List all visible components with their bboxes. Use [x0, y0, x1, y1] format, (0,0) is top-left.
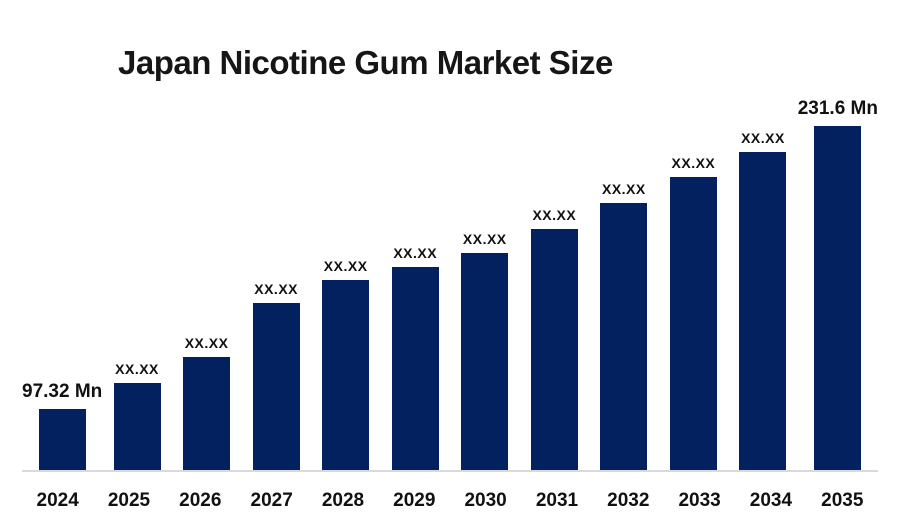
- bar-2033: [669, 177, 717, 470]
- bar-2029: [391, 267, 439, 470]
- x-axis-label-2025: 2025: [107, 490, 151, 511]
- x-axis-label-2032: 2032: [607, 490, 650, 511]
- bar-2031: [530, 229, 578, 470]
- x-axis-label-2024: 2024: [36, 490, 79, 511]
- x-axis-label-2034: 2034: [749, 490, 793, 511]
- bar-value-label-2031: XX.XX: [532, 207, 577, 223]
- chart-title: Japan Nicotine Gum Market Size: [118, 44, 613, 81]
- bar-2027: [252, 303, 300, 470]
- bar-2035: [814, 126, 862, 470]
- bar-value-label-2026: XX.XX: [184, 335, 229, 351]
- bar-value-label-2028: XX.XX: [323, 258, 368, 274]
- bar-column-2026: XX.XX: [172, 53, 242, 470]
- bar-column-2030: XX.XX: [450, 53, 520, 470]
- bar-column-2028: XX.XX: [311, 53, 381, 470]
- bar-value-label-2032: XX.XX: [601, 181, 646, 197]
- x-axis-label-2031: 2031: [535, 490, 579, 511]
- x-axis-label-2026: 2026: [179, 490, 222, 511]
- bar-2024: [38, 409, 86, 470]
- bar-value-label-2024: 97.32 Mn: [22, 381, 103, 402]
- bar-column-2031: XX.XX: [520, 53, 590, 470]
- x-axis-label-2027: 2027: [250, 490, 293, 511]
- bar-value-label-2030: XX.XX: [462, 231, 507, 247]
- bar-column-2033: XX.XX: [659, 53, 729, 470]
- x-axis-label-2028: 2028: [321, 490, 365, 511]
- bar-value-label-2029: XX.XX: [393, 245, 438, 261]
- plot-area: 97.32 Mn XX.XX XX.XX XX.XX XX.XX XX.XX XX.XX XX…: [22, 53, 878, 472]
- bar-value-label-2025: XX.XX: [115, 361, 159, 377]
- bar-column-2035: 231.6 Mn: [798, 53, 878, 470]
- bar-2026: [183, 357, 231, 470]
- bar-column-2029: XX.XX: [380, 53, 450, 470]
- bar-column-2025: XX.XX: [102, 53, 172, 470]
- bar-2034: [739, 152, 787, 470]
- x-axis-labels: 2024 2025 2026 2027 2028 2029 2030 2031 2032 2033…: [22, 490, 878, 512]
- bar-2028: [322, 280, 370, 470]
- bar-2025: [113, 383, 161, 470]
- bar-column-2024: 97.32 Mn: [22, 53, 102, 470]
- bar-2030: [461, 253, 509, 470]
- bar-value-label-2035: 231.6 Mn: [797, 98, 878, 119]
- bar-value-label-2027: XX.XX: [254, 281, 298, 297]
- x-axis-label-2030: 2030: [464, 490, 507, 511]
- bar-column-2034: XX.XX: [728, 53, 798, 470]
- x-axis-label-2035: 2035: [821, 490, 864, 511]
- bar-2032: [600, 203, 648, 470]
- bar-column-2027: XX.XX: [241, 53, 311, 470]
- x-axis-label-2033: 2033: [678, 490, 721, 511]
- bar-value-label-2034: XX.XX: [741, 130, 785, 146]
- bar-column-2032: XX.XX: [589, 53, 659, 470]
- bar-value-label-2033: XX.XX: [671, 155, 716, 171]
- x-axis-label-2029: 2029: [393, 490, 436, 511]
